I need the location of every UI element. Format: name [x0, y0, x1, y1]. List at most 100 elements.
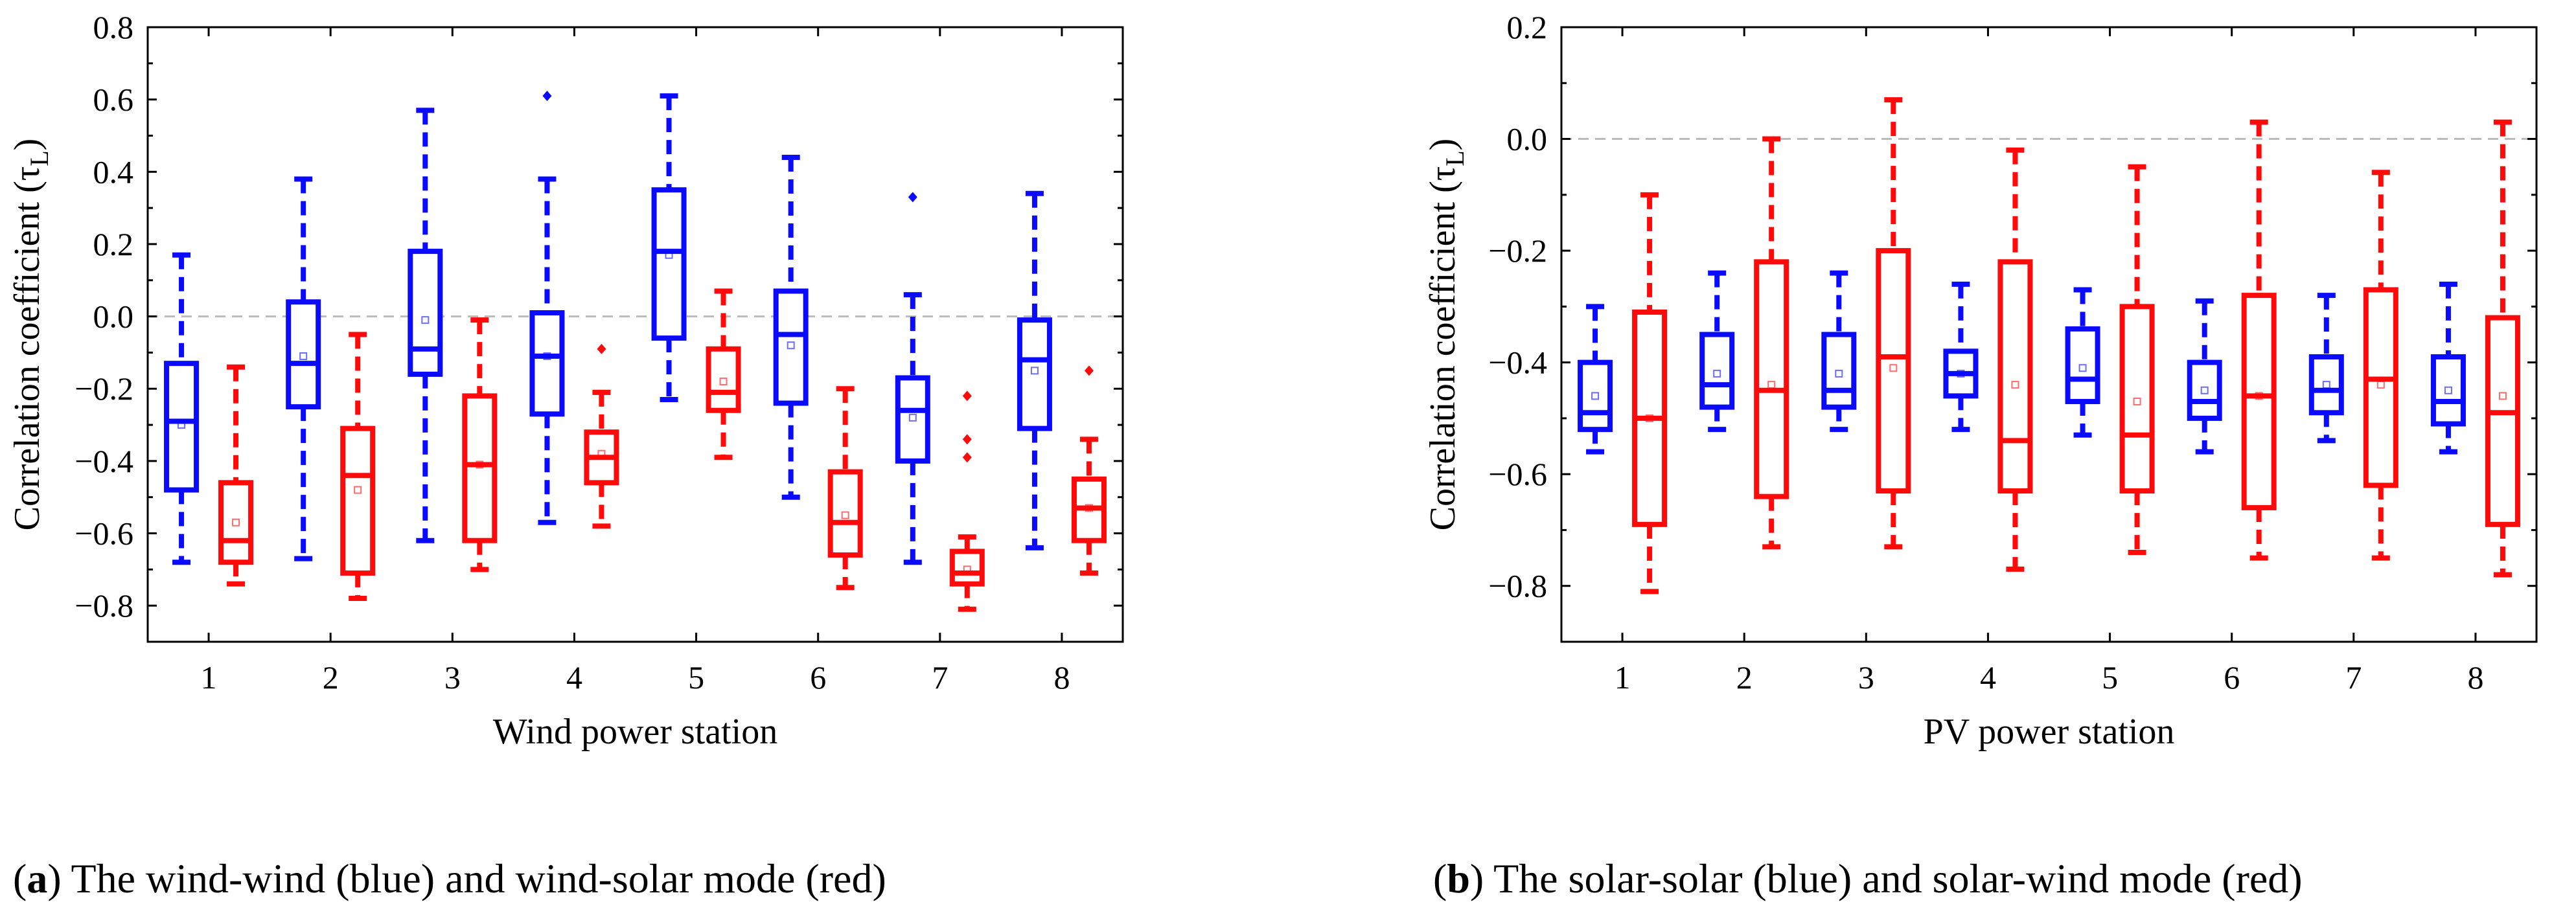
x-tick-label: 7 [932, 659, 948, 696]
x-tick-label: 7 [2345, 659, 2362, 696]
y-tick-label: 0.6 [93, 82, 134, 118]
box-mean-marker [421, 316, 430, 324]
box-solar-wind-4 [1997, 147, 2033, 572]
box-solar-solar-2 [1699, 270, 1735, 433]
box-mean-marker [1835, 369, 1843, 378]
x-tick-label: 2 [323, 659, 339, 696]
box-iqr [164, 361, 200, 493]
box-iqr [340, 425, 376, 576]
x-axis-label: Wind power station [493, 712, 777, 752]
caption-a-text: The wind-wind (blue) and wind-solar mode… [61, 855, 886, 901]
box-mean-marker [178, 421, 186, 429]
x-tick-label: 6 [810, 659, 826, 696]
y-axis-label: Correlation coefficient (τL) [1423, 139, 1469, 531]
box-mean-marker [787, 341, 795, 350]
box-iqr [529, 310, 565, 417]
box-wind-solar-8 [1071, 365, 1107, 576]
box-mean-marker [1646, 414, 1654, 422]
box-mean-marker [1767, 381, 1776, 389]
outlier-point [962, 452, 972, 463]
box-mean-marker [2200, 386, 2209, 394]
y-tick-label: −0.4 [1488, 345, 1547, 381]
box-iqr [2308, 354, 2344, 416]
box-solar-solar-5 [2065, 287, 2100, 438]
box-mean-marker [597, 449, 606, 458]
box-mean-marker [665, 251, 673, 259]
y-axis-label: Correlation coefficient (τL) [7, 139, 54, 531]
x-tick-label: 3 [444, 659, 461, 696]
box-wind-wind-1 [164, 252, 200, 565]
x-tick-label: 2 [1736, 659, 1753, 696]
caption-a: (a) The wind-wind (blue) and wind-solar … [13, 855, 886, 901]
x-tick-label: 5 [2102, 659, 2118, 696]
box-iqr [773, 288, 809, 406]
box-iqr [827, 469, 863, 558]
box-iqr [651, 187, 687, 341]
box-mean-marker [543, 352, 551, 360]
box-mean-marker [2498, 392, 2507, 400]
box-solar-wind-2 [1754, 136, 1789, 550]
box-wind-wind-5 [651, 93, 687, 402]
box-iqr [2065, 326, 2100, 405]
box-mean-marker [476, 460, 484, 469]
box-mean-marker [2376, 381, 2385, 389]
caption-b-text: The solar-solar (blue) and solar-wind mo… [1484, 855, 2303, 901]
box-iqr [218, 480, 254, 565]
box-mean-marker [719, 378, 728, 386]
y-tick-label: −0.2 [1488, 232, 1547, 269]
y-axis-label-end: ) [7, 139, 47, 151]
box-mean-marker [2444, 386, 2452, 394]
y-tick-label: −0.4 [75, 443, 133, 479]
outlier-point [962, 391, 972, 402]
box-iqr [706, 346, 741, 413]
box-mean-marker [963, 565, 971, 574]
x-tick-label: 1 [1615, 659, 1631, 696]
box-solar-wind-7 [2363, 170, 2398, 561]
box-mean-marker [1591, 392, 1600, 400]
box-solar-solar-3 [1821, 270, 1857, 433]
y-axis-label-end: ) [1423, 139, 1463, 151]
x-tick-label: 3 [1858, 659, 1874, 696]
box-wind-wind-7 [895, 192, 930, 565]
box-wind-solar-3 [462, 317, 498, 572]
box-mean-marker [2133, 398, 2141, 406]
x-tick-label: 1 [201, 659, 217, 696]
box-solar-solar-1 [1578, 304, 1613, 455]
box-mean-marker [1957, 369, 1965, 378]
box-mean-marker [2078, 364, 2087, 372]
box-wind-wind-4 [529, 91, 565, 525]
outlier-point [1084, 365, 1094, 376]
box-wind-solar-1 [218, 364, 254, 587]
box-mean-marker [354, 486, 362, 494]
y-tick-label: 0.2 [93, 226, 134, 262]
box-wind-wind-8 [1017, 190, 1052, 550]
x-tick-label: 8 [1053, 659, 1070, 696]
plot-frame [146, 26, 1124, 643]
y-tick-label: 0.8 [93, 9, 134, 45]
y-tick-label: −0.6 [75, 515, 133, 552]
box-solar-solar-6 [2187, 298, 2222, 455]
box-iqr [949, 549, 985, 587]
box-iqr [2241, 293, 2277, 510]
box-mean-marker [232, 518, 240, 526]
y-tick-label: 0.0 [93, 299, 134, 335]
outlier-point [597, 343, 606, 354]
caption-b: (b) The solar-solar (blue) and solar-win… [1433, 855, 2303, 901]
y-axis-label-subscript: L [1440, 150, 1469, 166]
caption-a-label: a [27, 855, 48, 901]
box-iqr [286, 299, 321, 410]
box-mean-marker [299, 352, 308, 360]
x-axis-label: PV power station [1924, 712, 2175, 752]
box-solar-wind-6 [2241, 119, 2277, 561]
box-iqr [2187, 359, 2222, 421]
caption-b-label: b [1447, 855, 1470, 901]
box-solar-solar-4 [1943, 281, 1979, 433]
box-iqr [462, 393, 498, 543]
box-mean-marker [2322, 381, 2330, 389]
box-wind-wind-2 [286, 176, 321, 561]
box-wind-solar-5 [706, 288, 741, 460]
box-solar-solar-8 [2430, 281, 2466, 455]
box-iqr [2485, 315, 2520, 527]
plot-frame [1560, 26, 2538, 643]
x-tick-label: 5 [688, 659, 704, 696]
